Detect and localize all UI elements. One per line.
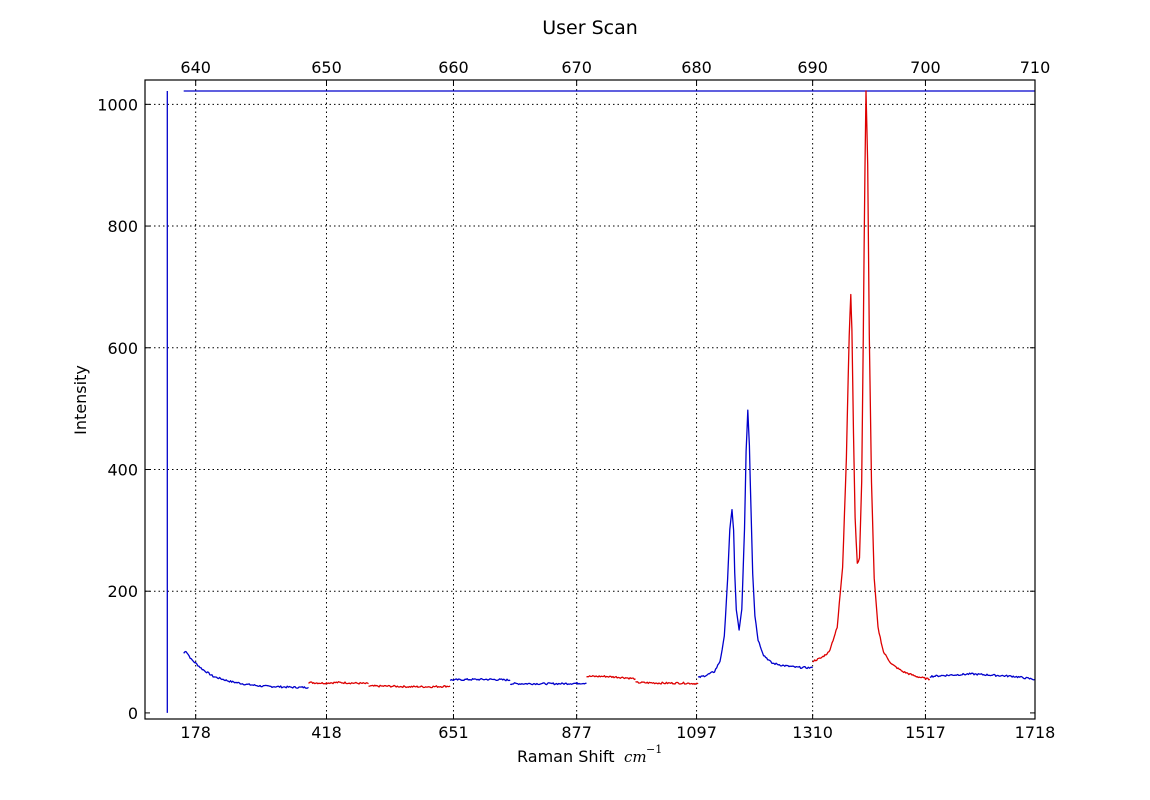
- plot-frame: [144, 79, 1036, 720]
- y-tick-label: 600: [107, 339, 138, 358]
- x-tick-label: 418: [311, 723, 342, 742]
- x-axis-label: Raman Shift: [517, 747, 615, 766]
- y-tick-label: 0: [128, 704, 138, 723]
- y-axis-label: Intensity: [71, 365, 90, 435]
- spectrum-series-blue-2: [183, 650, 309, 689]
- x-tick-label: 651: [438, 723, 469, 742]
- top-tick-label: 660: [438, 58, 469, 77]
- spectrum-series-blue-9: [697, 409, 813, 679]
- y-tick-label: 200: [107, 582, 138, 601]
- series-layer: [166, 90, 1036, 713]
- x-axis-unit: cm: [624, 748, 647, 766]
- spectrum-series-red-7: [586, 675, 636, 681]
- spectrum-series-red-3: [308, 681, 369, 685]
- top-tick-label: 670: [561, 58, 592, 77]
- x-tick-label: 1517: [905, 723, 946, 742]
- x-tick-label: 1097: [676, 723, 717, 742]
- x-tick-label: 178: [180, 723, 211, 742]
- y-tick-label: 1000: [97, 95, 138, 114]
- spectrum-series-blue-5: [449, 677, 511, 682]
- top-tick-label: 690: [797, 58, 828, 77]
- spectrum-series-blue-11: [929, 672, 1036, 681]
- top-tick-label: 650: [311, 58, 342, 77]
- x-tick-label: 1718: [1015, 723, 1056, 742]
- top-tick-label: 680: [681, 58, 712, 77]
- spectrum-series-red-10: [812, 90, 931, 681]
- x-axis-unit-exponent: −1: [646, 743, 662, 756]
- y-tick-label: 400: [107, 460, 138, 479]
- ticks-layer: 178 418 651 877 1097 1310 1517 1718 640 650 660 670…: [97, 58, 1055, 742]
- y-tick-label: 800: [107, 217, 138, 236]
- grid-layer: [145, 80, 1035, 719]
- spectrum-series-blue-6: [510, 681, 587, 686]
- spectrum-series-red-4: [368, 684, 451, 689]
- spectrum-series-red-8: [635, 680, 699, 686]
- x-axis-label-group: Raman Shift cm −1: [517, 743, 662, 766]
- top-tick-label: 710: [1020, 58, 1051, 77]
- chart-title: User Scan: [542, 17, 638, 39]
- top-tick-label: 640: [180, 58, 211, 77]
- x-tick-label: 877: [561, 723, 592, 742]
- top-tick-label: 700: [910, 58, 941, 77]
- x-tick-label: 1310: [792, 723, 833, 742]
